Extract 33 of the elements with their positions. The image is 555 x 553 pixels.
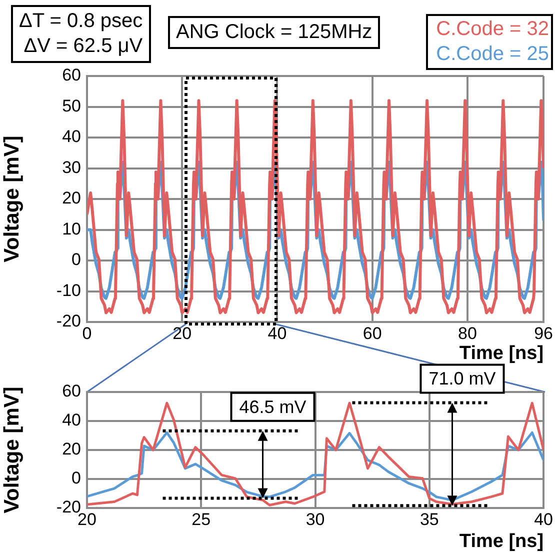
y-tick-label: 40	[62, 127, 81, 146]
x-tick-label: 30	[306, 510, 325, 529]
x-axis-title: Time [ns]	[459, 342, 544, 364]
y-tick-label: 30	[62, 158, 81, 177]
x-axis-title: Time [ns]	[459, 530, 544, 552]
x-tick-label: 40	[268, 324, 287, 343]
y-tick-label: 0	[72, 468, 81, 488]
y-tick-label: 50	[62, 96, 81, 116]
y-tick-label: 60	[62, 382, 81, 401]
annotation: 46.5 mV	[239, 396, 306, 417]
y-axis-title: Voltage [mV]	[0, 136, 24, 262]
y-tick-label: 0	[72, 250, 81, 270]
annotation: 71.0 mV	[428, 368, 496, 389]
y-tick-label: 60	[62, 66, 81, 85]
y-tick-label: -10	[56, 280, 81, 300]
y-tick-label: 10	[62, 219, 81, 238]
y-tick-label: 20	[62, 440, 81, 459]
y-tick-label: 20	[62, 188, 81, 208]
x-tick-label: 20	[172, 324, 192, 343]
text: ΔT = 0.8 psec	[19, 9, 143, 34]
text: ANG Clock = 125MHz	[168, 16, 380, 49]
x-tick-label: 40	[534, 510, 554, 529]
y-tick-label: -20	[56, 312, 81, 331]
y-axis-title: Voltage [mV]	[0, 386, 24, 514]
x-tick-label: 96	[534, 324, 554, 343]
text: C.Code = 32	[436, 17, 549, 42]
text: ΔV = 62.5 μV	[22, 34, 143, 59]
x-tick-label: 80	[458, 324, 477, 343]
x-tick-label: 35	[420, 510, 439, 529]
text: C.Code = 25	[436, 42, 549, 67]
x-tick-label: 60	[362, 324, 382, 343]
x-tick-label: 25	[192, 510, 211, 529]
y-tick-label: 40	[62, 410, 81, 430]
